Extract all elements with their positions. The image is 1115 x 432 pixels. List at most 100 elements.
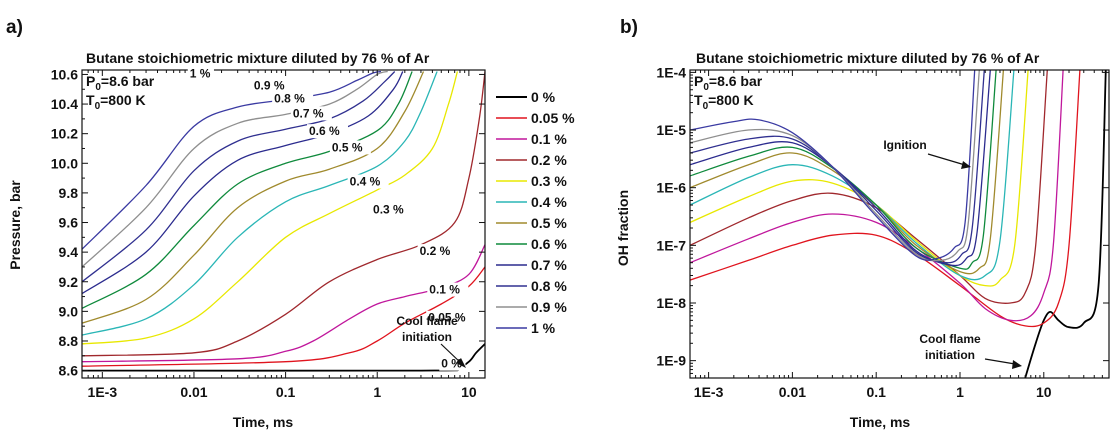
panel-a-xlabel: Time, ms [233, 414, 294, 430]
y-tick-label: 10.0 [51, 155, 78, 171]
legend-label-10: 0.9 % [531, 299, 567, 315]
legend-label-11: 1 % [531, 320, 556, 336]
series-line-5 [82, 71, 438, 336]
series-line-3 [690, 70, 1048, 304]
x-tick-label: 1 [373, 384, 381, 400]
curve-label-bg [187, 66, 214, 81]
cool-flame-annotation-b: Cool flame initiation [919, 332, 981, 362]
x-tick-label: 10 [461, 384, 477, 400]
legend-label-5: 0.4 % [531, 194, 567, 210]
annotation-arrow-head [456, 358, 466, 368]
curve-label-7: 0.3 % [373, 203, 404, 217]
curve-label-11: 0 % [441, 357, 462, 371]
curve-label-1: 0.9 % [254, 78, 285, 92]
legend-label-3: 0.2 % [531, 152, 567, 168]
curve-label-bg [306, 124, 348, 139]
x-tick-label: 0.1 [276, 384, 296, 400]
curve-label-10: 0.05 % [428, 311, 466, 325]
x-tick-label: 0.1 [866, 384, 886, 400]
series-line-4 [82, 71, 459, 345]
series-line-10 [690, 70, 980, 262]
x-tick-label: 0.01 [180, 384, 207, 400]
series-line-2 [82, 244, 485, 363]
series-group [82, 70, 485, 372]
panel-b-ylabel: OH fraction [615, 190, 631, 266]
x-tick-label: 1E-3 [694, 384, 724, 400]
series-line-0 [82, 343, 485, 372]
legend: 0 % 0.05 % 0.1 % 0.2 % 0.3 % 0.4 % 0.5 % 0.6 % 0… [496, 89, 575, 336]
legend-label-0: 0 % [531, 89, 556, 105]
series-line-0 [1024, 70, 1107, 378]
y-tick-label: 9.4 [59, 244, 79, 260]
ignition-annotation: Ignition [883, 138, 926, 152]
condition-text-0: P0=8.6 bar [86, 73, 155, 93]
curve-label-bg [290, 106, 332, 121]
x-tick-label: 1 [956, 384, 964, 400]
y-tick-label: 10.2 [51, 126, 78, 142]
panel-b-label: b) [620, 17, 638, 38]
series-line-9 [82, 71, 396, 283]
series-line-6 [690, 70, 1005, 275]
legend-label-9: 0.8 % [531, 278, 567, 294]
curve-label-2: 0.8 % [274, 92, 305, 106]
legend-label-4: 0.3 % [531, 173, 567, 189]
panel-a-plot: 1E-3 0.01 0.1 1 108.68.89.09.29.49.69.810.01… [51, 66, 575, 400]
y-tick-label: 9.0 [59, 303, 79, 319]
y-tick-label: 10.6 [51, 66, 78, 82]
panel-b-title: Butane stoichiometric mixture diluted by… [696, 50, 1040, 66]
ignition-arrow-head [961, 161, 971, 169]
cool-flame-arrow-head-b [1012, 360, 1022, 369]
x-tick-label: 10 [1036, 384, 1052, 400]
panel-a-title: Butane stoichiometric mixture diluted by… [86, 50, 430, 66]
panel-b-plot: 1E-3 0.01 0.1 1 10 1E-9 1E-8 1E-7 1E-6 1E-5 1E-4 P0… [656, 64, 1110, 400]
curve-label-6: 0.4 % [350, 175, 381, 189]
series-line-8 [82, 71, 404, 295]
ignition-arrow-line [927, 153, 966, 166]
condition-text-0: P0=8.6 bar [694, 73, 763, 93]
series-line-3 [82, 71, 485, 357]
y-tick-label: 1E-5 [656, 122, 686, 138]
curve-label-bg [251, 78, 293, 93]
curve-label-4: 0.6 % [309, 124, 340, 138]
curve-label-bg [272, 91, 314, 106]
series-line-11 [690, 70, 976, 261]
series-line-2 [690, 70, 1064, 322]
cool-flame-arrow-line-b [984, 358, 1016, 365]
y-tick-label: 9.6 [59, 215, 79, 231]
y-tick-label: 1E-4 [656, 64, 686, 80]
series-line-10 [82, 70, 388, 268]
y-tick-label: 1E-6 [656, 180, 686, 196]
x-tick-label: 0.01 [779, 384, 806, 400]
legend-label-8: 0.7 % [531, 257, 567, 273]
y-tick-label: 1E-8 [656, 295, 686, 311]
curve-label-bg [427, 282, 469, 297]
y-tick-label: 8.8 [59, 333, 79, 349]
cool-flame-annotation: Cool flame initiation [396, 314, 458, 344]
plot-frame [689, 69, 1110, 379]
curve-label-bg [371, 202, 413, 217]
panel-a-label: a) [6, 17, 23, 38]
curve-label-3: 0.7 % [293, 106, 324, 120]
series-line-1 [690, 70, 1081, 328]
series-line-9 [690, 70, 985, 264]
series-group [690, 70, 1107, 378]
y-tick-label: 9.8 [59, 185, 79, 201]
curve-label-bg [417, 244, 459, 259]
x-axis: 1E-3 0.01 0.1 1 10 [81, 70, 477, 400]
panel-a-ylabel: Pressure, bar [7, 180, 23, 270]
curve-label-9: 0.1 % [429, 283, 460, 297]
plot-frame [81, 69, 486, 379]
panel-b-xlabel: Time, ms [850, 414, 911, 430]
series-line-8 [690, 70, 991, 267]
condition-text-1: T0=800 K [86, 92, 146, 112]
legend-label-1: 0.05 % [531, 110, 575, 126]
series-line-5 [690, 70, 1015, 281]
curve-label-bg [426, 310, 475, 325]
curve-label-bg [329, 140, 371, 155]
series-line-7 [690, 70, 997, 270]
y-tick-label: 10.4 [51, 96, 78, 112]
curve-label-5: 0.5 % [332, 140, 363, 154]
series-line-4 [690, 70, 1029, 287]
y-tick-label: 9.2 [59, 274, 79, 290]
